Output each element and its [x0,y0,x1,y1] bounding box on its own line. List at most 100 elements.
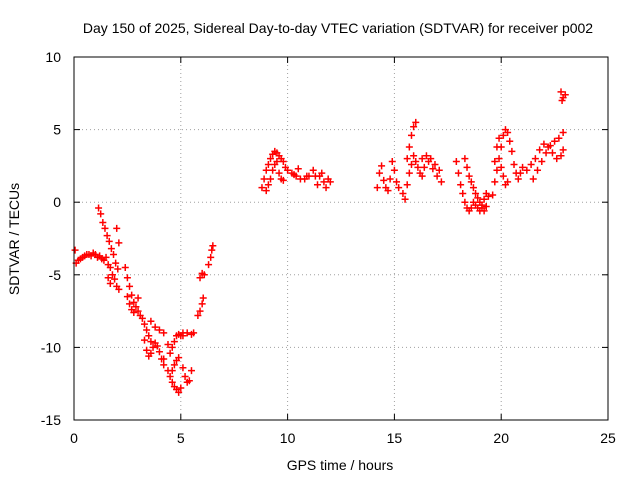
data-point [326,178,334,186]
y-tick-label: -5 [49,267,62,283]
data-point [516,169,524,177]
data-point [134,294,142,302]
x-axis: 0 5 10 15 20 25 [70,57,616,446]
x-tick-label: 10 [280,430,296,446]
data-point [454,169,462,177]
data-point [499,131,507,139]
data-point [170,338,178,346]
data-point [495,155,503,163]
data-point [121,264,129,272]
data-point [106,280,114,288]
data-point [495,134,503,142]
data-point [510,160,518,168]
data-point [390,166,398,174]
data-point [262,187,270,195]
data-point [407,131,415,139]
data-point [179,364,187,372]
data-point [275,169,283,177]
data-point [199,294,207,302]
data-point [553,155,561,163]
data-point [111,275,119,283]
data-point [459,189,467,197]
data-point [410,152,418,160]
data-point [196,307,204,315]
data-point [198,300,206,308]
data-point [536,146,544,154]
data-point [101,224,109,232]
data-point [322,184,330,192]
data-point [384,187,392,195]
data-point [170,361,178,369]
data-point [208,246,216,254]
data-point [143,326,151,334]
data-point [433,172,441,180]
data-point [126,300,134,308]
data-point [105,237,113,245]
data-point [388,158,396,166]
data-point [380,176,388,184]
data-point [375,169,383,177]
data-point [155,326,163,334]
data-point [140,336,148,344]
data-point [506,137,514,145]
data-point [403,181,411,189]
data-point [534,166,542,174]
data-point [561,91,569,99]
data-point [538,158,546,166]
data-point [467,204,475,212]
data-point [557,88,565,96]
data-point [422,152,430,160]
data-point [461,198,469,206]
data-point [523,166,531,174]
data-point [558,97,566,105]
data-point [97,210,105,218]
data-point [418,172,426,180]
data-point [414,163,422,171]
data-point [166,372,174,380]
data-point [542,149,550,157]
data-point [264,160,272,168]
data-point [103,232,111,240]
data-point [527,160,535,168]
data-point [386,175,394,183]
data-point [508,147,516,155]
data-point [147,349,155,357]
data-point [457,181,465,189]
data-point [489,191,497,199]
data-point [514,175,522,183]
data-point [185,377,193,385]
data-point [427,155,435,163]
y-tick-label: 5 [53,122,61,138]
data-point [309,166,317,174]
data-point [190,329,198,337]
x-tick-label: 20 [493,430,509,446]
data-point [429,165,437,173]
x-tick-label: 5 [177,430,185,446]
data-point [200,271,208,279]
data-point [491,178,499,186]
data-point [262,166,270,174]
data-point [273,158,281,166]
data-point [168,367,176,375]
data-point [491,158,499,166]
data-point [469,184,477,192]
data-point [168,343,176,351]
data-point [504,129,512,137]
data-point [138,314,146,322]
data-point [420,163,428,171]
plot-frame [73,56,609,421]
data-point [123,293,131,301]
x-tick-label: 0 [70,430,78,446]
data-point [504,178,512,186]
data-point [187,367,195,375]
data-point [153,342,161,350]
data-point [102,253,110,261]
data-point [160,329,168,337]
data-point [461,155,469,163]
data-point [405,143,413,151]
data-point [267,175,275,183]
data-point [320,178,328,186]
y-tick-label: -10 [41,339,61,355]
data-point [399,189,407,197]
data-point [540,140,548,148]
